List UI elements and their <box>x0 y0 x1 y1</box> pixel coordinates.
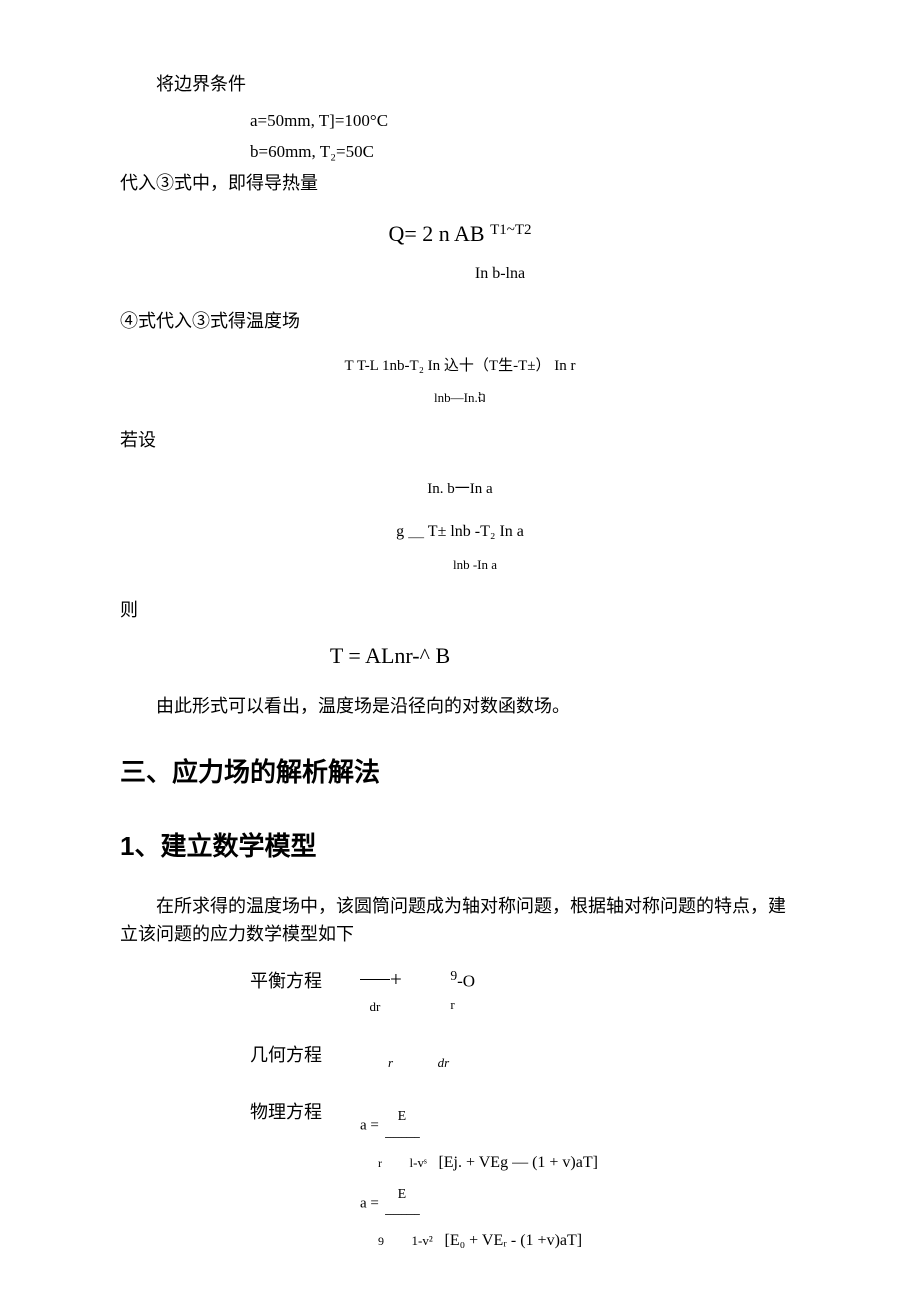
para-substitute-3: 代入③式中，即得导热量 <box>120 169 800 198</box>
heading-section-3: 三、应力场的解析解法 <box>120 752 800 794</box>
para-conclusion: 由此形式可以看出，温度场是沿径向的对数函数场。 <box>120 692 800 721</box>
eq-temp-main: T T-L 1nb-T₂ In 込十（T生-T±） In r <box>120 354 800 378</box>
eq-temp-text: T T-L 1nb-T₂ In 込十（T生-T±） In r <box>345 358 576 374</box>
eq-row-geometry: 几何方程 r dr <box>250 1035 800 1074</box>
eq-temp-den: lnb—In.ឯ <box>120 388 800 409</box>
para-model-intro: 在所求得的温度场中，该圆筒问题成为轴对称问题，根据轴对称问题的特点，建 立该问题… <box>120 892 800 950</box>
para-boundary-condition: 将边界条件 <box>120 70 800 99</box>
eq-suppose-2-bot: lnb -In a <box>120 555 800 576</box>
eq-row-balance: 平衡方程 + dr 9-O r <box>250 961 800 1017</box>
phys-l1-den: l-vˢ <box>410 1155 427 1170</box>
geom-r: r <box>388 1055 393 1070</box>
eq-bc-a: a=50mm, T]=100°C <box>120 107 800 134</box>
phys-l2-den: 1-v² <box>412 1233 433 1248</box>
eq-q-sup: T1~T2 <box>490 222 531 238</box>
eq-heat-quantity: Q= 2 n AB T1~T2 <box>120 216 800 251</box>
label-physics: 物理方程 <box>250 1092 360 1127</box>
phys-l1-r: r <box>378 1156 382 1170</box>
label-geometry: 几何方程 <box>250 1035 360 1070</box>
eq-q-main: Q= 2 n AB <box>388 221 490 246</box>
eq-row-physics: 物理方程 a = E ------------- r l-vˢ [Ej. + V… <box>250 1092 800 1253</box>
phys-l1-bracket: [Ej. + VEg — (1 + v)aT] <box>438 1154 598 1171</box>
para-temp-field: ④式代入③式得温度场 <box>120 307 800 336</box>
geom-dr: dr <box>438 1055 450 1070</box>
phys-l2-E: E <box>385 1184 420 1206</box>
phys-l2-9: 9 <box>378 1234 384 1248</box>
label-balance: 平衡方程 <box>250 961 360 996</box>
eq-t-result: T = ALnr-^ B <box>120 638 800 673</box>
eq-bc-b: b=60mm, T₂=50C <box>120 138 800 165</box>
phys-l2-a: a = <box>360 1195 379 1211</box>
phys-l2-bracket: [E₀ + VEᵣ - (1 +v)aT] <box>444 1232 582 1249</box>
phys-l1-a: a = <box>360 1118 379 1134</box>
para-then: 则 <box>120 596 800 625</box>
content-balance: + dr 9-O r <box>360 961 475 1017</box>
balance-plus: + <box>390 967 402 991</box>
phys-l1-E: E <box>385 1106 420 1128</box>
balance-right: 9-O <box>450 965 475 995</box>
balance-dr: dr <box>360 997 402 1018</box>
heading-subsection-1: 1、建立数学模型 <box>120 826 800 868</box>
content-physics: a = E ------------- r l-vˢ [Ej. + VEg — … <box>360 1092 598 1253</box>
eq-suppose-2-top: g ＿ T± lnb -T₂ In a <box>120 519 800 545</box>
equation-table: 平衡方程 + dr 9-O r 几何方程 r dr 物理方程 a = <box>250 961 800 1253</box>
para-suppose: 若设 <box>120 426 800 455</box>
eq-heat-den: In b-lna <box>120 261 800 287</box>
content-geometry: r dr <box>360 1035 449 1074</box>
balance-r: r <box>450 995 475 1016</box>
eq-suppose-1: In. b一In a <box>120 477 800 501</box>
